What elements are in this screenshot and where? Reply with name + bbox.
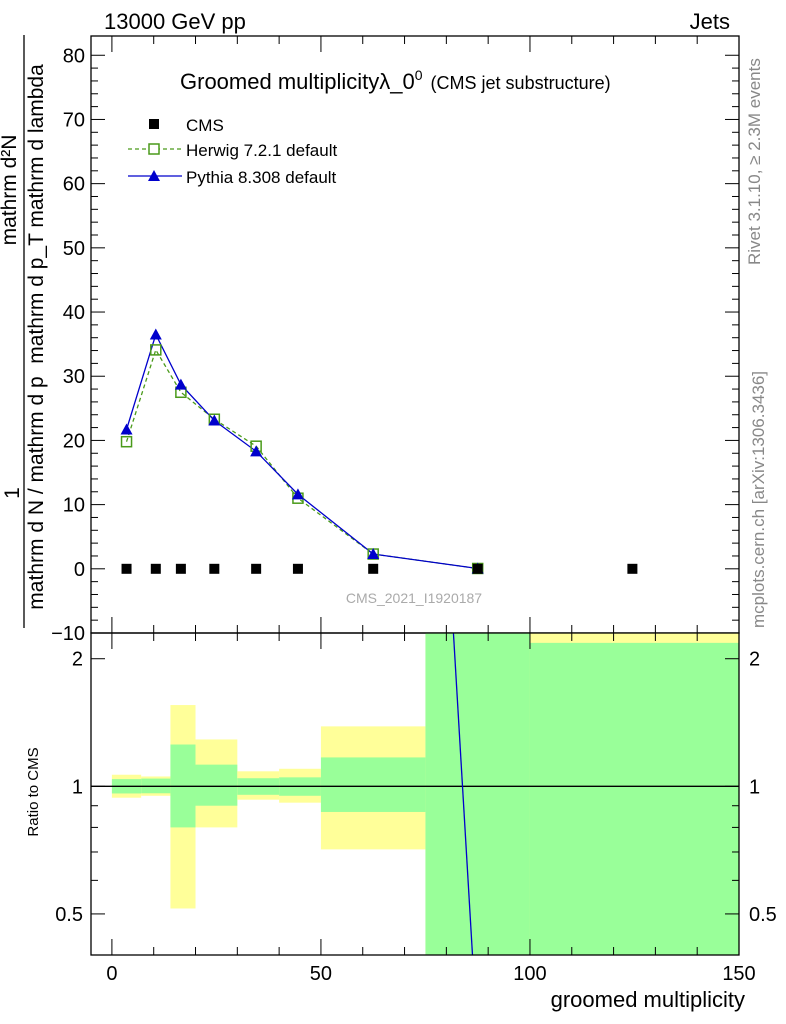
legend: CMS Herwig 7.2.1 default Pythia 8.308 de… xyxy=(128,116,337,187)
ratio-series xyxy=(452,632,474,956)
pythia-point xyxy=(208,414,221,426)
main-y-label: 1 mathrm d N / mathrm d p mathrm d²N mat… xyxy=(0,35,48,628)
ratio-band-green xyxy=(195,764,238,806)
legend-label-herwig: Herwig 7.2.1 default xyxy=(186,141,337,160)
chart-title: Groomed multiplicityλ_00 (CMS jet substru… xyxy=(180,67,611,94)
y-tick-label: 40 xyxy=(63,302,85,324)
rivet-label: Rivet 3.1.10, ≥ 2.3M events xyxy=(745,58,764,265)
herwig-point xyxy=(150,344,162,356)
legend-marker-pythia xyxy=(148,170,160,181)
pythia-point xyxy=(149,328,162,340)
y-label-prefix: 1 xyxy=(1,487,24,499)
ratio-y-tick-label-right: 0.5 xyxy=(749,904,777,926)
ratio-pythia-line xyxy=(452,632,474,956)
cms-point xyxy=(368,563,379,574)
pythia-line xyxy=(125,332,478,570)
ratio-y-tick-label: 2 xyxy=(72,649,83,671)
legend-label-cms: CMS xyxy=(186,116,224,135)
cms-point xyxy=(209,563,220,574)
pythia-point xyxy=(367,548,380,560)
cms-point xyxy=(472,563,483,574)
ratio-y-label: Ratio to CMS xyxy=(25,747,42,836)
legend-marker-herwig xyxy=(148,143,160,155)
y-tick-label: 20 xyxy=(63,430,85,452)
x-tick-label: 100 xyxy=(513,963,546,985)
y-tick-label: −10 xyxy=(51,623,85,645)
y-label-upper-denominator: mathrm d p_T mathrm d lambda xyxy=(25,64,48,364)
pythia-point xyxy=(120,423,133,435)
y-label-denominator: mathrm d N / mathrm d p xyxy=(25,376,48,609)
ratio-y-tick-label: 0.5 xyxy=(55,904,83,926)
ratio-band-green xyxy=(320,757,426,812)
ratio-axes: 0.5 0.5 1 1 2 2 0 50 100 150 xyxy=(55,633,777,985)
cms-point xyxy=(150,563,161,574)
ratio-band-green xyxy=(529,642,739,955)
y-tick-label: 10 xyxy=(63,495,85,517)
ratio-y-tick-label: 1 xyxy=(72,776,83,798)
chart-subtitle: (CMS jet substructure) xyxy=(431,73,611,93)
source-label: mcplots.cern.ch [arXiv:1306.3436] xyxy=(749,371,768,628)
y-tick-label: 70 xyxy=(63,109,85,131)
x-axis-label: groomed multiplicity xyxy=(551,987,745,1012)
main-axes: −10 0 10 20 30 40 50 60 70 80 xyxy=(51,36,740,645)
ratio-bands xyxy=(91,633,739,955)
y-tick-label: 60 xyxy=(63,174,85,196)
category-label: Jets xyxy=(690,9,730,34)
x-tick-label: 50 xyxy=(310,963,332,985)
ratio-plot-frame xyxy=(90,632,740,956)
y-tick-label: 80 xyxy=(63,45,85,67)
cms-point xyxy=(175,563,186,574)
x-tick-label: 150 xyxy=(722,963,755,985)
watermark: CMS_2021_I1920187 xyxy=(346,590,482,606)
cms-point xyxy=(121,563,132,574)
main-series xyxy=(120,328,638,575)
cms-point xyxy=(627,563,638,574)
herwig-line xyxy=(125,348,478,570)
pythia-point xyxy=(250,445,263,457)
y-tick-label: 30 xyxy=(63,366,85,388)
herwig-point xyxy=(120,435,133,448)
pythia-point xyxy=(174,378,187,390)
ratio-y-tick-label-right: 1 xyxy=(749,776,760,798)
pythia-point xyxy=(291,488,304,500)
legend-marker-cms xyxy=(149,119,159,129)
x-tick-label: 0 xyxy=(106,963,117,985)
y-tick-label: 50 xyxy=(63,238,85,260)
cms-point xyxy=(251,563,262,574)
energy-label: 13000 GeV pp xyxy=(104,9,246,34)
chart-title-main: Groomed multiplicityλ_0 xyxy=(180,69,415,94)
ratio-band-green xyxy=(425,633,530,955)
legend-label-pythia: Pythia 8.308 default xyxy=(186,168,337,187)
ratio-y-tick-label-right: 2 xyxy=(749,649,760,671)
y-tick-label: 0 xyxy=(74,559,85,581)
cms-point xyxy=(292,563,303,574)
chart-title-sup: 0 xyxy=(415,67,423,83)
y-label-numerator: mathrm d²N xyxy=(0,135,21,246)
